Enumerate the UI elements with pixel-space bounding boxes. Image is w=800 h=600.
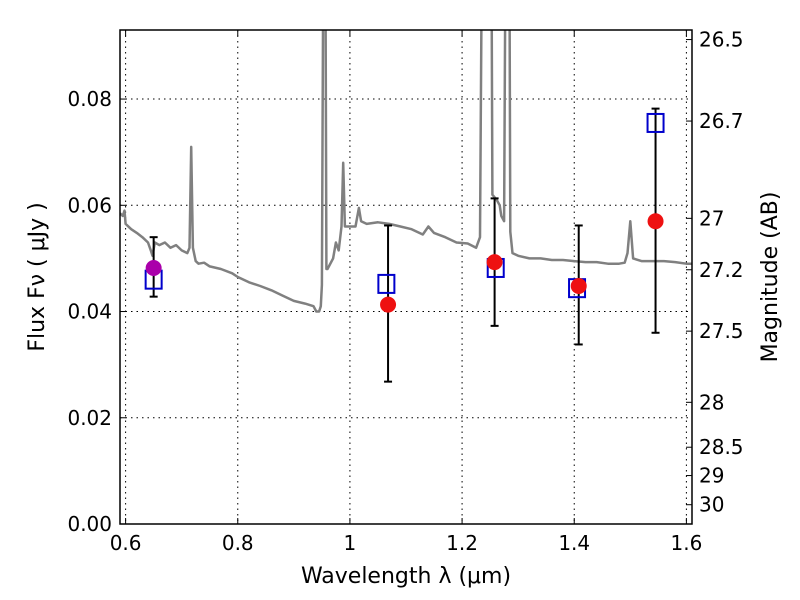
observed-flux-point (486, 254, 503, 271)
observed-flux-point (570, 278, 587, 295)
observed-flux-point (647, 213, 664, 230)
plot-frame (119, 29, 693, 525)
y2-tick-label: 27.5 (699, 319, 744, 343)
grid (120, 30, 692, 524)
x-tick-label: 0.6 (110, 531, 142, 555)
y2-axis-label: Magnitude (AB) (758, 192, 783, 363)
model-flux-square (646, 112, 665, 133)
y-tick-label: 0.04 (67, 300, 112, 324)
x-tick-label: 1.6 (670, 531, 702, 555)
x-tick-label: 1 (344, 531, 357, 555)
y-tick-label: 0.06 (67, 193, 112, 217)
y-axis-label: Flux Fν ( μJy ) (25, 202, 50, 351)
y2-tick-label: 30 (699, 493, 724, 517)
observed-flux-point (145, 259, 162, 276)
axes-ticks: 0.6 0.8 1 1.2 1.4 1.6 0.00 0.02 0.04 0.06 0.08 26.5… (67, 28, 743, 555)
x-axis-label: Wavelength λ (μm) (301, 564, 511, 589)
y-tick-label: 0.02 (67, 406, 112, 430)
y2-tick-label: 27.2 (699, 258, 744, 282)
x-tick-label: 1.2 (446, 531, 478, 555)
y-tick-label: 0.00 (67, 512, 112, 536)
x-tick-label: 0.8 (222, 531, 254, 555)
plot-area (120, 30, 692, 383)
y2-tick-label: 28.5 (699, 435, 744, 459)
y2-tick-label: 26.5 (699, 28, 744, 52)
y2-tick-label: 29 (699, 464, 724, 488)
model-spectrum-line (120, 30, 692, 313)
model-flux-square (377, 273, 396, 294)
observed-flux-point (380, 296, 397, 313)
y-tick-label: 0.08 (67, 87, 112, 111)
y2-tick-label: 26.7 (699, 109, 744, 133)
x-tick-label: 1.4 (558, 531, 590, 555)
y2-tick-label: 28 (699, 390, 724, 414)
y2-tick-label: 27 (699, 206, 724, 230)
